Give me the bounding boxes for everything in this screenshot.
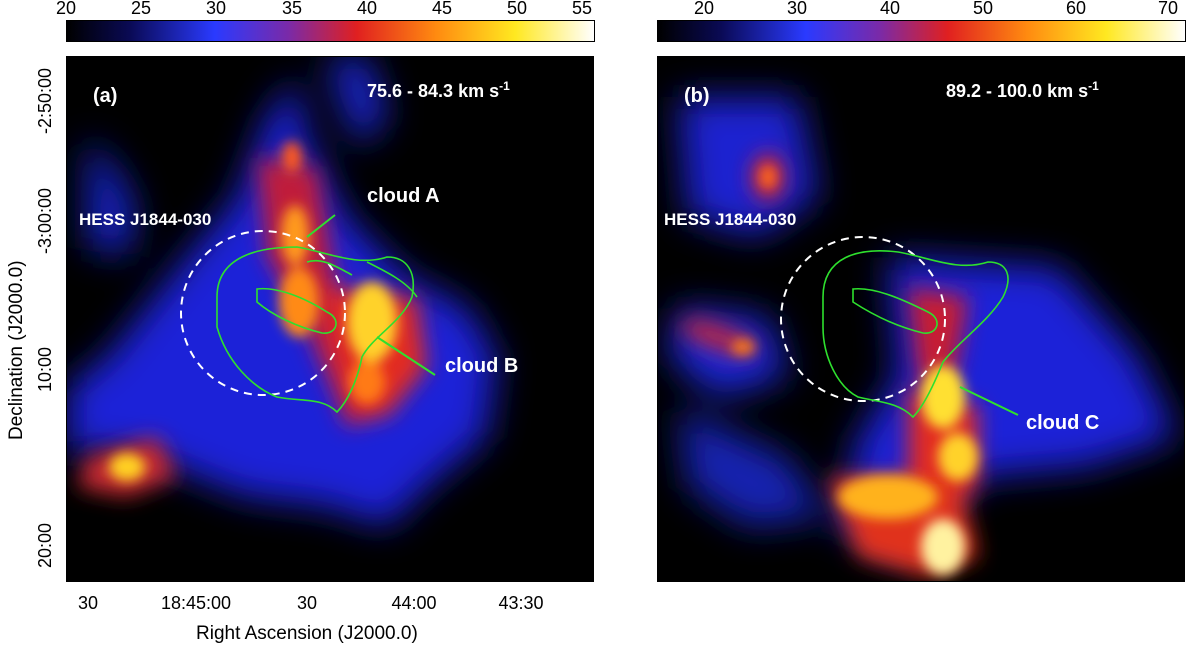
contour-b — [822, 250, 1009, 419]
hess-circle-b — [780, 236, 946, 402]
ra-tick: 30 — [77, 593, 99, 613]
hess-circle-a — [180, 230, 346, 396]
dec-tick: 20:00 — [35, 522, 55, 568]
dec-tick: 10:00 — [35, 346, 55, 392]
pointer-cloud-a — [306, 214, 336, 238]
colorbar-b-tick: 60 — [1065, 0, 1087, 18]
colorbar-a-tick: 45 — [431, 0, 453, 18]
colorbar-a-tick: 55 — [571, 0, 593, 18]
panel-a-label: (a) — [93, 85, 117, 107]
ra-tick: 44:00 — [391, 593, 437, 613]
pointer-cloud-b — [376, 336, 436, 376]
panel-b-image: (b) 89.2 - 100.0 km s-1 HESS J1844-030 c… — [657, 56, 1185, 582]
colorbar-b-tick: 70 — [1157, 0, 1179, 18]
panel-a-velocity: 75.6 - 84.3 km s-1 — [367, 79, 510, 101]
colorbar-a-tick: 25 — [130, 0, 152, 18]
panel-b-source-label: HESS J1844-030 — [664, 210, 796, 229]
ra-tick: 30 — [296, 593, 318, 613]
colorbar-b-tick: 30 — [786, 0, 808, 18]
colorbar-b — [657, 20, 1186, 42]
cloud-a-label: cloud A — [367, 185, 440, 207]
pointer-cloud-c — [959, 386, 1019, 416]
x-axis-label: Right Ascension (J2000.0) — [196, 623, 418, 644]
ra-tick: 18:45:00 — [160, 593, 232, 613]
contour-a — [216, 246, 418, 414]
cloud-c-label: cloud C — [1026, 412, 1099, 434]
cloud-b-label: cloud B — [445, 355, 518, 377]
colorbar-a-tick: 40 — [356, 0, 378, 18]
ra-tick: 43:30 — [498, 593, 544, 613]
panel-b-label: (b) — [684, 85, 710, 107]
colorbar-b-tick: 20 — [693, 0, 715, 18]
colorbar-a-tick: 50 — [506, 0, 528, 18]
colorbar-a-tick: 30 — [205, 0, 227, 18]
colorbar-b-tick: 50 — [972, 0, 994, 18]
y-axis-label: Declination (J2000.0) — [6, 260, 27, 440]
colorbar-a — [66, 20, 595, 42]
colorbar-a-tick: 35 — [281, 0, 303, 18]
panel-a-image: (a) 75.6 - 84.3 km s-1 HESS J1844-030 cl… — [66, 56, 594, 582]
dec-tick: -2:50:00 — [35, 67, 55, 134]
panel-b-velocity: 89.2 - 100.0 km s-1 — [946, 79, 1099, 101]
panel-a-source-label: HESS J1844-030 — [79, 210, 211, 229]
dec-tick: -3:00:00 — [35, 187, 55, 254]
colorbar-a-tick: 20 — [55, 0, 77, 18]
colorbar-b-tick: 40 — [879, 0, 901, 18]
